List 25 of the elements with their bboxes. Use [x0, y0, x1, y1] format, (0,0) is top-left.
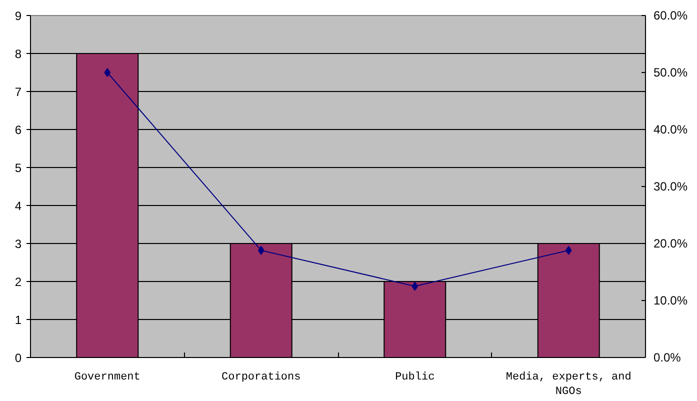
- y2-tick-label: 0.0%: [654, 350, 682, 364]
- y-tick-label: 1: [14, 313, 22, 327]
- point: [412, 282, 418, 291]
- x-tick-label: Public: [395, 372, 435, 384]
- x-tick-label: Media, experts, and NGOs: [506, 372, 632, 398]
- x-tick-label: Government: [74, 372, 140, 384]
- x-tick-label: Corporations: [222, 372, 301, 384]
- y-tick-label: 6: [14, 123, 22, 137]
- y-tick-label: 0: [14, 351, 22, 365]
- y-tick-label: 9: [14, 9, 22, 23]
- y-tick-label: 8: [14, 47, 22, 61]
- y-tick-label: 7: [14, 85, 22, 99]
- y2-tick-label: 40.0%: [654, 122, 688, 136]
- y-tick-label: 5: [14, 161, 22, 175]
- point: [104, 68, 111, 77]
- y2-tick-label: 10.0%: [654, 294, 688, 308]
- point: [565, 246, 572, 255]
- point: [258, 246, 264, 255]
- y-tick-label: 3: [14, 237, 22, 251]
- y2-tick-label: 60.0%: [654, 8, 688, 22]
- y2-tick-label: 20.0%: [654, 236, 688, 250]
- y2-tick-label: 30.0%: [654, 180, 688, 194]
- y-tick-label: 2: [14, 275, 22, 289]
- y2-tick-label: 50.0%: [654, 66, 688, 80]
- y-tick-label: 4: [14, 199, 22, 213]
